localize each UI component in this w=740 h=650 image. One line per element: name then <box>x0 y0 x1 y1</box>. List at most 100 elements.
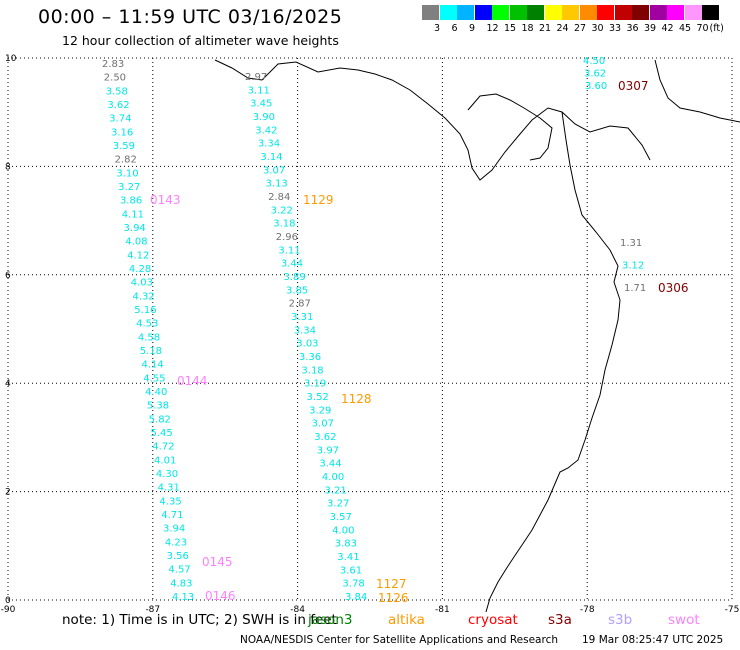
wave-height-value: 4.00 <box>332 525 354 536</box>
wave-height-value: 3.52 <box>307 392 329 403</box>
wave-height-value: 3.12 <box>622 261 644 272</box>
wave-height-value: 3.22 <box>271 205 293 216</box>
satellite-name: cryosat <box>468 612 518 628</box>
wave-height-value: 2.84 <box>268 192 290 203</box>
legend-swatch <box>492 5 509 20</box>
wave-height-value: 3.62 <box>314 432 336 443</box>
wave-height-value: 3.62 <box>107 100 129 111</box>
satellite-name: s3a <box>548 612 572 628</box>
wave-height-value: 4.32 <box>133 291 155 302</box>
satellite-name: s3b <box>608 612 633 628</box>
wave-height-value: 3.58 <box>106 86 128 97</box>
wave-height-value: 4.50 <box>583 56 605 67</box>
map-title: 00:00 – 11:59 UTC 03/16/2025 <box>38 6 343 28</box>
wave-height-value: 4.30 <box>156 469 178 480</box>
wave-height-value: 3.62 <box>584 69 606 80</box>
wave-height-value: 3.19 <box>304 379 326 390</box>
legend-label: 70 <box>696 23 709 34</box>
wave-height-value: 2.97 <box>245 72 267 83</box>
axis-labels: -90 -87 -84 -81 -78 -75 10 8 6 4 2 0 <box>1 54 740 615</box>
wave-height-value: 5.18 <box>140 346 162 357</box>
legend-label: 27 <box>574 23 587 34</box>
legend-swatch <box>597 5 614 20</box>
y-tick-label: 8 <box>5 162 11 172</box>
wave-height-value: 3.57 <box>330 512 352 523</box>
wave-height-value: 4.00 <box>322 472 344 483</box>
wave-height-value: 3.42 <box>255 125 277 136</box>
legend-swatch <box>439 5 457 20</box>
wave-height-value: 3.31 <box>291 312 313 323</box>
wave-height-value: 4.72 <box>152 442 174 453</box>
wave-height-value: 3.34 <box>294 325 316 336</box>
legend-label: 42 <box>661 23 674 34</box>
pass-time-label: 0306 <box>658 281 689 295</box>
wave-height-value: 3.11 <box>248 85 270 96</box>
wave-height-value: 5.45 <box>150 428 172 439</box>
wave-height-value: 4.55 <box>143 373 165 384</box>
pass-time-label: 1129 <box>303 193 334 207</box>
y-tick-label: 2 <box>5 488 11 498</box>
legend-label: 33 <box>609 23 622 34</box>
wave-height-value: 3.74 <box>109 114 131 125</box>
wave-height-value: 3.84 <box>345 592 367 603</box>
legend-label: 18 <box>521 23 534 34</box>
pass-time-label: 1126 <box>378 591 409 605</box>
wave-height-value: 2.87 <box>289 299 311 310</box>
x-tick-label: -75 <box>725 605 740 615</box>
wave-height-value: 4.08 <box>125 237 147 248</box>
wave-height-value: 3.14 <box>260 152 282 163</box>
wave-height-value: 3.29 <box>309 405 331 416</box>
y-tick-label: 6 <box>5 271 11 281</box>
legend-label: 3 <box>434 23 441 34</box>
pass-time-label: 1127 <box>376 577 407 591</box>
x-tick-label: -87 <box>145 605 160 615</box>
wave-height-value: 4.71 <box>161 510 183 521</box>
wave-height-value: 3.61 <box>340 565 362 576</box>
legend-swatch <box>667 5 684 20</box>
wave-height-value: 2.83 <box>102 59 124 70</box>
legend-swatch <box>474 5 492 20</box>
legend-swatch <box>684 5 702 20</box>
wave-height-value: 3.03 <box>296 339 318 350</box>
legend-label: 45 <box>679 23 692 34</box>
wave-height-value: 4.14 <box>141 360 163 371</box>
wave-height-value: 3.34 <box>258 139 280 150</box>
pass-time-label: 0144 <box>177 374 208 388</box>
satellite-name: altika <box>388 612 425 628</box>
wave-height-value: 4.35 <box>159 496 181 507</box>
wave-height-value: 3.11 <box>278 245 300 256</box>
wave-height-value: 4.31 <box>158 483 180 494</box>
footnote: note: 1) Time is in UTC; 2) SWH is in fe… <box>62 612 337 628</box>
legend-swatch <box>457 5 474 20</box>
wave-height-value: 3.59 <box>113 141 135 152</box>
wave-height-value: 3.27 <box>118 182 140 193</box>
wave-height-value: 3.83 <box>335 539 357 550</box>
legend-swatch <box>702 5 719 20</box>
wave-height-value: 4.23 <box>165 537 187 548</box>
wave-height-value: 3.10 <box>116 168 138 179</box>
x-tick-label: -90 <box>1 605 16 615</box>
wave-height-value: 3.18 <box>273 219 295 230</box>
wave-height-value: 3.07 <box>312 419 334 430</box>
y-tick-label: 4 <box>5 379 11 389</box>
legend-label: 6 <box>451 23 458 34</box>
wave-height-value: 4.40 <box>145 387 167 398</box>
wave-height-value: 5.82 <box>149 414 171 425</box>
wave-height-value: 3.44 <box>319 459 341 470</box>
legend-label: 39 <box>644 23 657 34</box>
wave-height-value: 3.94 <box>163 524 185 535</box>
legend-label: 36 <box>626 23 639 34</box>
legend-label: 12 <box>486 23 499 34</box>
wave-height-value: 3.60 <box>585 81 607 92</box>
wave-height-value: 3.94 <box>124 223 146 234</box>
wave-height-value: 4.03 <box>131 278 153 289</box>
pass-time-label: 0146 <box>205 589 236 603</box>
wave-height-value: 3.45 <box>250 99 272 110</box>
legend-swatch <box>579 5 597 20</box>
wave-height-value: 3.21 <box>324 485 346 496</box>
wave-height-value: 3.27 <box>327 499 349 510</box>
wave-height-value: 3.41 <box>337 552 359 563</box>
wave-height-value: 3.97 <box>317 445 339 456</box>
